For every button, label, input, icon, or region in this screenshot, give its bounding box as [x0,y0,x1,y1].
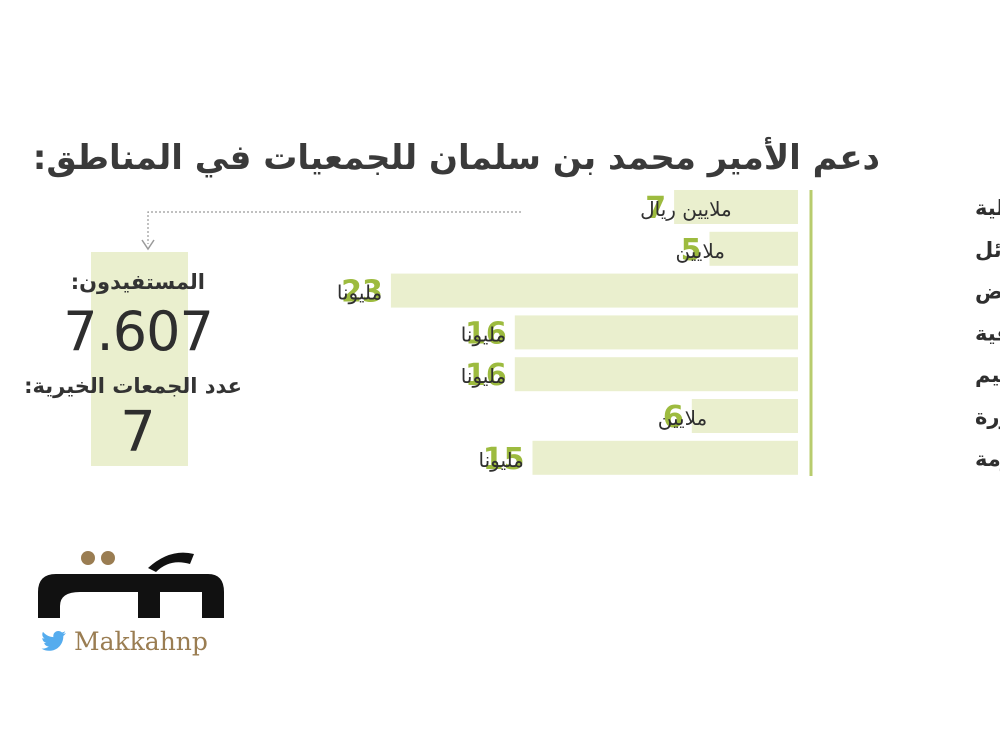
summary-panel [91,252,188,466]
bar-2 [390,273,798,308]
unit-label-1: ملايين [676,239,725,263]
value-label-2: 23 [341,275,383,310]
category-label-2: الرياض [975,280,1000,304]
value-label-3: 16 [465,316,507,351]
connector-arrow [141,211,521,251]
value-label-4: 16 [465,358,507,393]
chart-title: دعم الأمير محمد بن سلمان للجمعيات في الم… [32,138,880,178]
category-label-3: الشرقية [975,321,1000,345]
unit-label-2: مليونا [337,281,382,305]
unit-label-3: مليونا [461,322,506,346]
value-label-5: 6 [663,400,684,435]
unit-label-4: مليونا [461,364,506,388]
makkah-newspaper-logo [38,551,224,618]
bar-3 [514,315,798,350]
bar-5 [691,399,798,433]
value-label-1: 5 [681,233,702,268]
twitter-row: Makkahnp [40,626,208,656]
value-label-6: 15 [483,442,525,477]
beneficiaries-label: المستفيدون: [70,270,205,294]
charities-value: 7 [120,400,156,465]
unit-label-0: ملايين ريال [640,197,732,221]
category-label-0: الشمالية [975,196,1000,220]
twitter-icon [41,631,66,651]
category-label-4: القصيم [975,363,1000,387]
twitter-handle: Makkahnp [74,626,208,656]
charities-label: عدد الجمعات الخيرية: [24,374,242,398]
value-label-0: 7 [645,191,666,226]
bar-6 [532,440,798,475]
bar-4 [514,357,798,392]
bar-1 [709,231,798,266]
unit-label-6: مليونا [479,448,524,472]
category-label-6: مكة المكرمة [975,447,1000,471]
bar-0 [674,190,798,224]
beneficiaries-value: 7.607 [63,300,214,363]
category-label-1: حائل [975,238,1000,262]
unit-label-5: ملايين [658,406,707,430]
category-label-5: المدينة المنورة [975,405,1000,429]
